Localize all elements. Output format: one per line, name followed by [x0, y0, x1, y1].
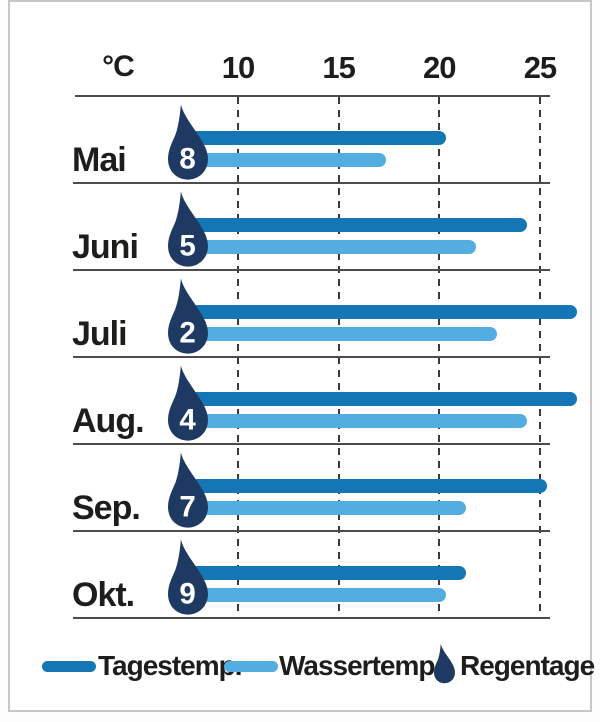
raindrop-icon: 5: [168, 191, 208, 267]
water-temp-bar: [190, 327, 497, 341]
water-temp-bar: [190, 240, 477, 254]
day-temp-bar: [190, 131, 447, 145]
day-temp-bar: [190, 218, 527, 232]
row-separator: [73, 182, 550, 184]
day-temp-bar: [190, 392, 578, 406]
row-separator: [73, 530, 550, 532]
day-temp-bar: [190, 479, 547, 493]
axis-tick-20: 20: [423, 50, 456, 85]
rain-days-value: 7: [179, 491, 195, 524]
legend-label-2: Wassertemp.: [279, 650, 442, 681]
raindrop-icon: 4: [168, 365, 208, 441]
row-separator: [73, 443, 550, 445]
gridline-20: [438, 97, 441, 619]
water-temp-bar: [190, 414, 527, 428]
row-separator: [73, 269, 550, 271]
row-separator: [73, 356, 550, 358]
rain-days-value: 8: [179, 143, 195, 176]
legend-label-3: Regentage: [460, 650, 595, 681]
axis-unit-label: °C: [102, 50, 135, 83]
raindrop-icon: 9: [168, 539, 208, 615]
water-temp-bar: [190, 153, 386, 167]
axis-line: [75, 95, 550, 97]
month-label: Juni: [72, 228, 139, 266]
rain-days-value: 2: [179, 317, 195, 350]
raindrop-icon: 8: [168, 104, 208, 180]
row-separator: [73, 617, 550, 619]
rain-days-value: 9: [179, 578, 195, 611]
month-label: Sep.: [72, 489, 141, 527]
month-label: Mai: [72, 141, 127, 179]
legend-raindrop-icon: [434, 643, 455, 684]
gridline-25: [538, 97, 541, 619]
water-temp-bar: [190, 588, 447, 602]
axis-tick-15: 15: [322, 50, 355, 85]
gridline-10: [237, 97, 239, 619]
legend-swatch-bar-light-pill: [224, 661, 278, 672]
water-temp-bar: [190, 501, 467, 515]
axis-tick-10: 10: [221, 50, 255, 85]
month-label: Juli: [72, 315, 128, 353]
legend-swatch-bar-dark-pill: [42, 661, 96, 672]
day-temp-bar: [190, 305, 578, 319]
raindrop-icon: 7: [168, 452, 208, 528]
axis-tick-25: 25: [523, 50, 557, 85]
day-temp-bar: [190, 566, 467, 580]
rain-days-value: 4: [179, 404, 196, 437]
legend-label-1: Tagestemp.: [98, 650, 243, 681]
climate-chart-card: °C 10 15 20 25 Mai 8 Juni 5 Juli 2 Aug. 4 Sep. 7 Okt.…: [8, 0, 595, 712]
month-label: Okt.: [72, 576, 135, 614]
rain-days-value: 5: [179, 230, 195, 263]
month-label: Aug.: [72, 402, 145, 440]
gridline-15: [337, 97, 340, 619]
raindrop-icon: 2: [168, 278, 208, 354]
